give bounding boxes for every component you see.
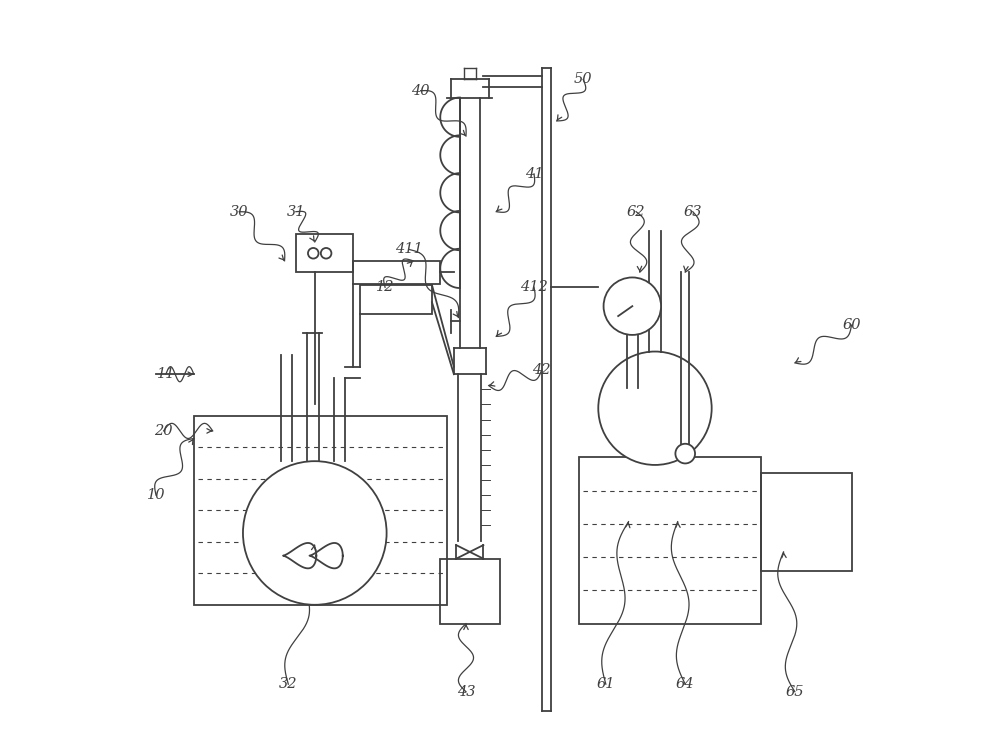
Text: 411: 411 <box>395 243 423 256</box>
Text: 12: 12 <box>376 280 394 294</box>
Bar <box>761 472 852 571</box>
Bar <box>360 285 432 314</box>
Text: 412: 412 <box>520 280 548 294</box>
Text: 31: 31 <box>287 205 305 218</box>
Text: 20: 20 <box>154 424 173 438</box>
Bar <box>194 416 447 605</box>
Text: 43: 43 <box>457 685 475 699</box>
Text: 42: 42 <box>532 364 551 377</box>
Circle shape <box>321 248 331 259</box>
Bar <box>579 457 761 624</box>
Text: 63: 63 <box>684 205 702 218</box>
Text: 41: 41 <box>525 167 543 181</box>
Text: 50: 50 <box>574 73 592 86</box>
Text: 61: 61 <box>597 677 615 691</box>
Ellipse shape <box>243 461 387 605</box>
Circle shape <box>308 248 319 259</box>
Text: 65: 65 <box>786 685 804 699</box>
Bar <box>353 261 440 284</box>
Text: 32: 32 <box>279 677 298 691</box>
Circle shape <box>675 444 695 463</box>
Text: 60: 60 <box>842 318 861 332</box>
Ellipse shape <box>598 352 712 465</box>
Circle shape <box>604 277 661 335</box>
Bar <box>296 234 353 272</box>
Text: 62: 62 <box>627 205 645 218</box>
Text: 11: 11 <box>157 367 175 381</box>
Text: 64: 64 <box>676 677 694 691</box>
Text: 40: 40 <box>411 84 430 98</box>
Text: 10: 10 <box>147 488 165 502</box>
Text: 30: 30 <box>230 205 248 218</box>
Bar <box>440 559 500 624</box>
